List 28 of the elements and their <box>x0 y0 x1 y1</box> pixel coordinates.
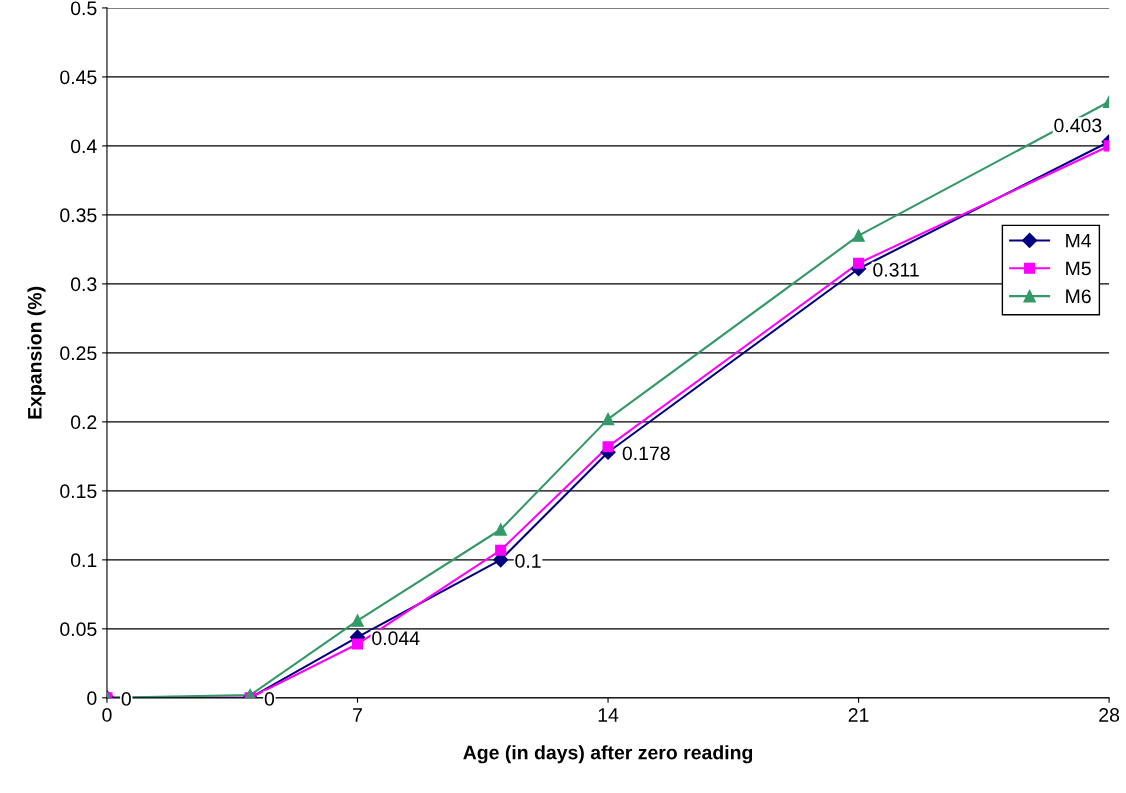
x-tick-label: 21 <box>848 708 869 722</box>
legend-label: M5 <box>1066 261 1091 276</box>
data-label: 0.1 <box>515 554 541 568</box>
y-tick-label: 0.1 <box>70 553 97 568</box>
x-tick-label: 14 <box>598 708 619 722</box>
y-tick-label: 0.4 <box>70 139 97 154</box>
data-label: 0.403 <box>1054 118 1102 133</box>
y-tick-label: 0.15 <box>60 484 97 499</box>
y-tick-label: 0.5 <box>70 1 97 16</box>
x-tick-label: 0 <box>102 708 112 722</box>
y-tick-label: 0 <box>87 691 97 706</box>
data-label: 0 <box>264 692 275 706</box>
x-axis-title: Age (in days) after zero reading <box>463 745 753 764</box>
y-axis-title: Expansion (%) <box>27 286 46 419</box>
y-tick-label: 0.25 <box>60 346 97 361</box>
y-tick-label: 0.2 <box>70 415 97 430</box>
data-label: 0.178 <box>622 446 670 461</box>
data-label: 0.311 <box>873 262 919 277</box>
data-label: 0 <box>121 692 131 706</box>
y-tick-label: 0.3 <box>70 277 97 292</box>
legend-label: M4 <box>1066 233 1092 248</box>
data-label: 0.044 <box>372 631 420 646</box>
y-tick-label: 0.45 <box>60 70 97 85</box>
y-tick-label: 0.05 <box>60 622 97 637</box>
y-tick-label: 0.35 <box>60 208 97 223</box>
x-tick-label: 7 <box>353 708 362 722</box>
legend-label: M6 <box>1066 289 1091 304</box>
x-tick-label: 28 <box>1099 708 1120 722</box>
